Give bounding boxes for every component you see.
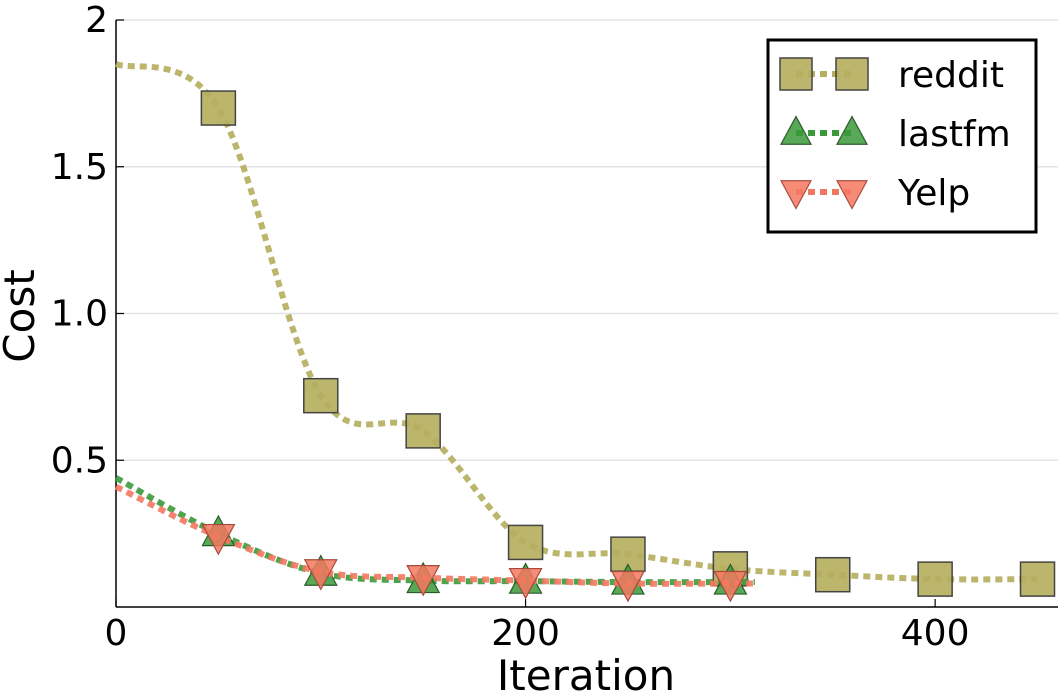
- legend: reddit lastfm Yelp: [766, 38, 1038, 234]
- y-tick-label: 0.5: [51, 440, 108, 481]
- data-series: [114, 61, 1056, 603]
- y-tick-label: 2: [85, 0, 108, 41]
- data-point-reddit: [814, 556, 851, 593]
- legend-marker: [779, 180, 813, 210]
- legend-marker: [779, 115, 813, 145]
- data-point-yelp: [713, 570, 748, 603]
- legend-marker: [779, 57, 813, 91]
- y-axis-title: Cost: [0, 269, 44, 362]
- data-point-reddit: [405, 413, 441, 449]
- legend-marker: [835, 57, 869, 91]
- x-tick-label: 0: [105, 613, 128, 654]
- data-point-yelp: [201, 523, 236, 556]
- data-point-yelp: [508, 567, 543, 600]
- legend-item-lastfm: lastfm: [779, 114, 1011, 155]
- data-point-reddit: [303, 377, 339, 414]
- data-point-yelp: [406, 565, 441, 597]
- axes: [115, 19, 1058, 608]
- data-point-yelp: [303, 559, 338, 591]
- x-axis-title: Iteration: [497, 651, 675, 693]
- legend-item-yelp: Yelp: [779, 173, 970, 214]
- legend-label: Yelp: [897, 173, 970, 214]
- series-yelp: [114, 483, 755, 603]
- tick-labels: 0.5 1.0 1.5 2 0 200 400: [51, 0, 970, 654]
- legend-marker: [835, 115, 869, 145]
- data-point-reddit: [917, 561, 953, 597]
- gridlines: [116, 19, 1058, 461]
- x-tick-label: 400: [901, 613, 970, 654]
- y-tick-label: 1.5: [51, 147, 108, 188]
- data-point-reddit: [1019, 561, 1056, 597]
- series-reddit: [114, 61, 1056, 597]
- legend-item-reddit: reddit: [779, 55, 1004, 96]
- data-point-yelp: [610, 570, 645, 603]
- legend-marker: [835, 180, 869, 210]
- legend-label: lastfm: [898, 114, 1011, 155]
- data-point-reddit: [200, 90, 237, 126]
- legend-label: reddit: [898, 55, 1004, 96]
- x-tick-label: 200: [491, 613, 560, 654]
- data-point-reddit: [507, 524, 544, 561]
- y-tick-label: 1.0: [51, 294, 108, 335]
